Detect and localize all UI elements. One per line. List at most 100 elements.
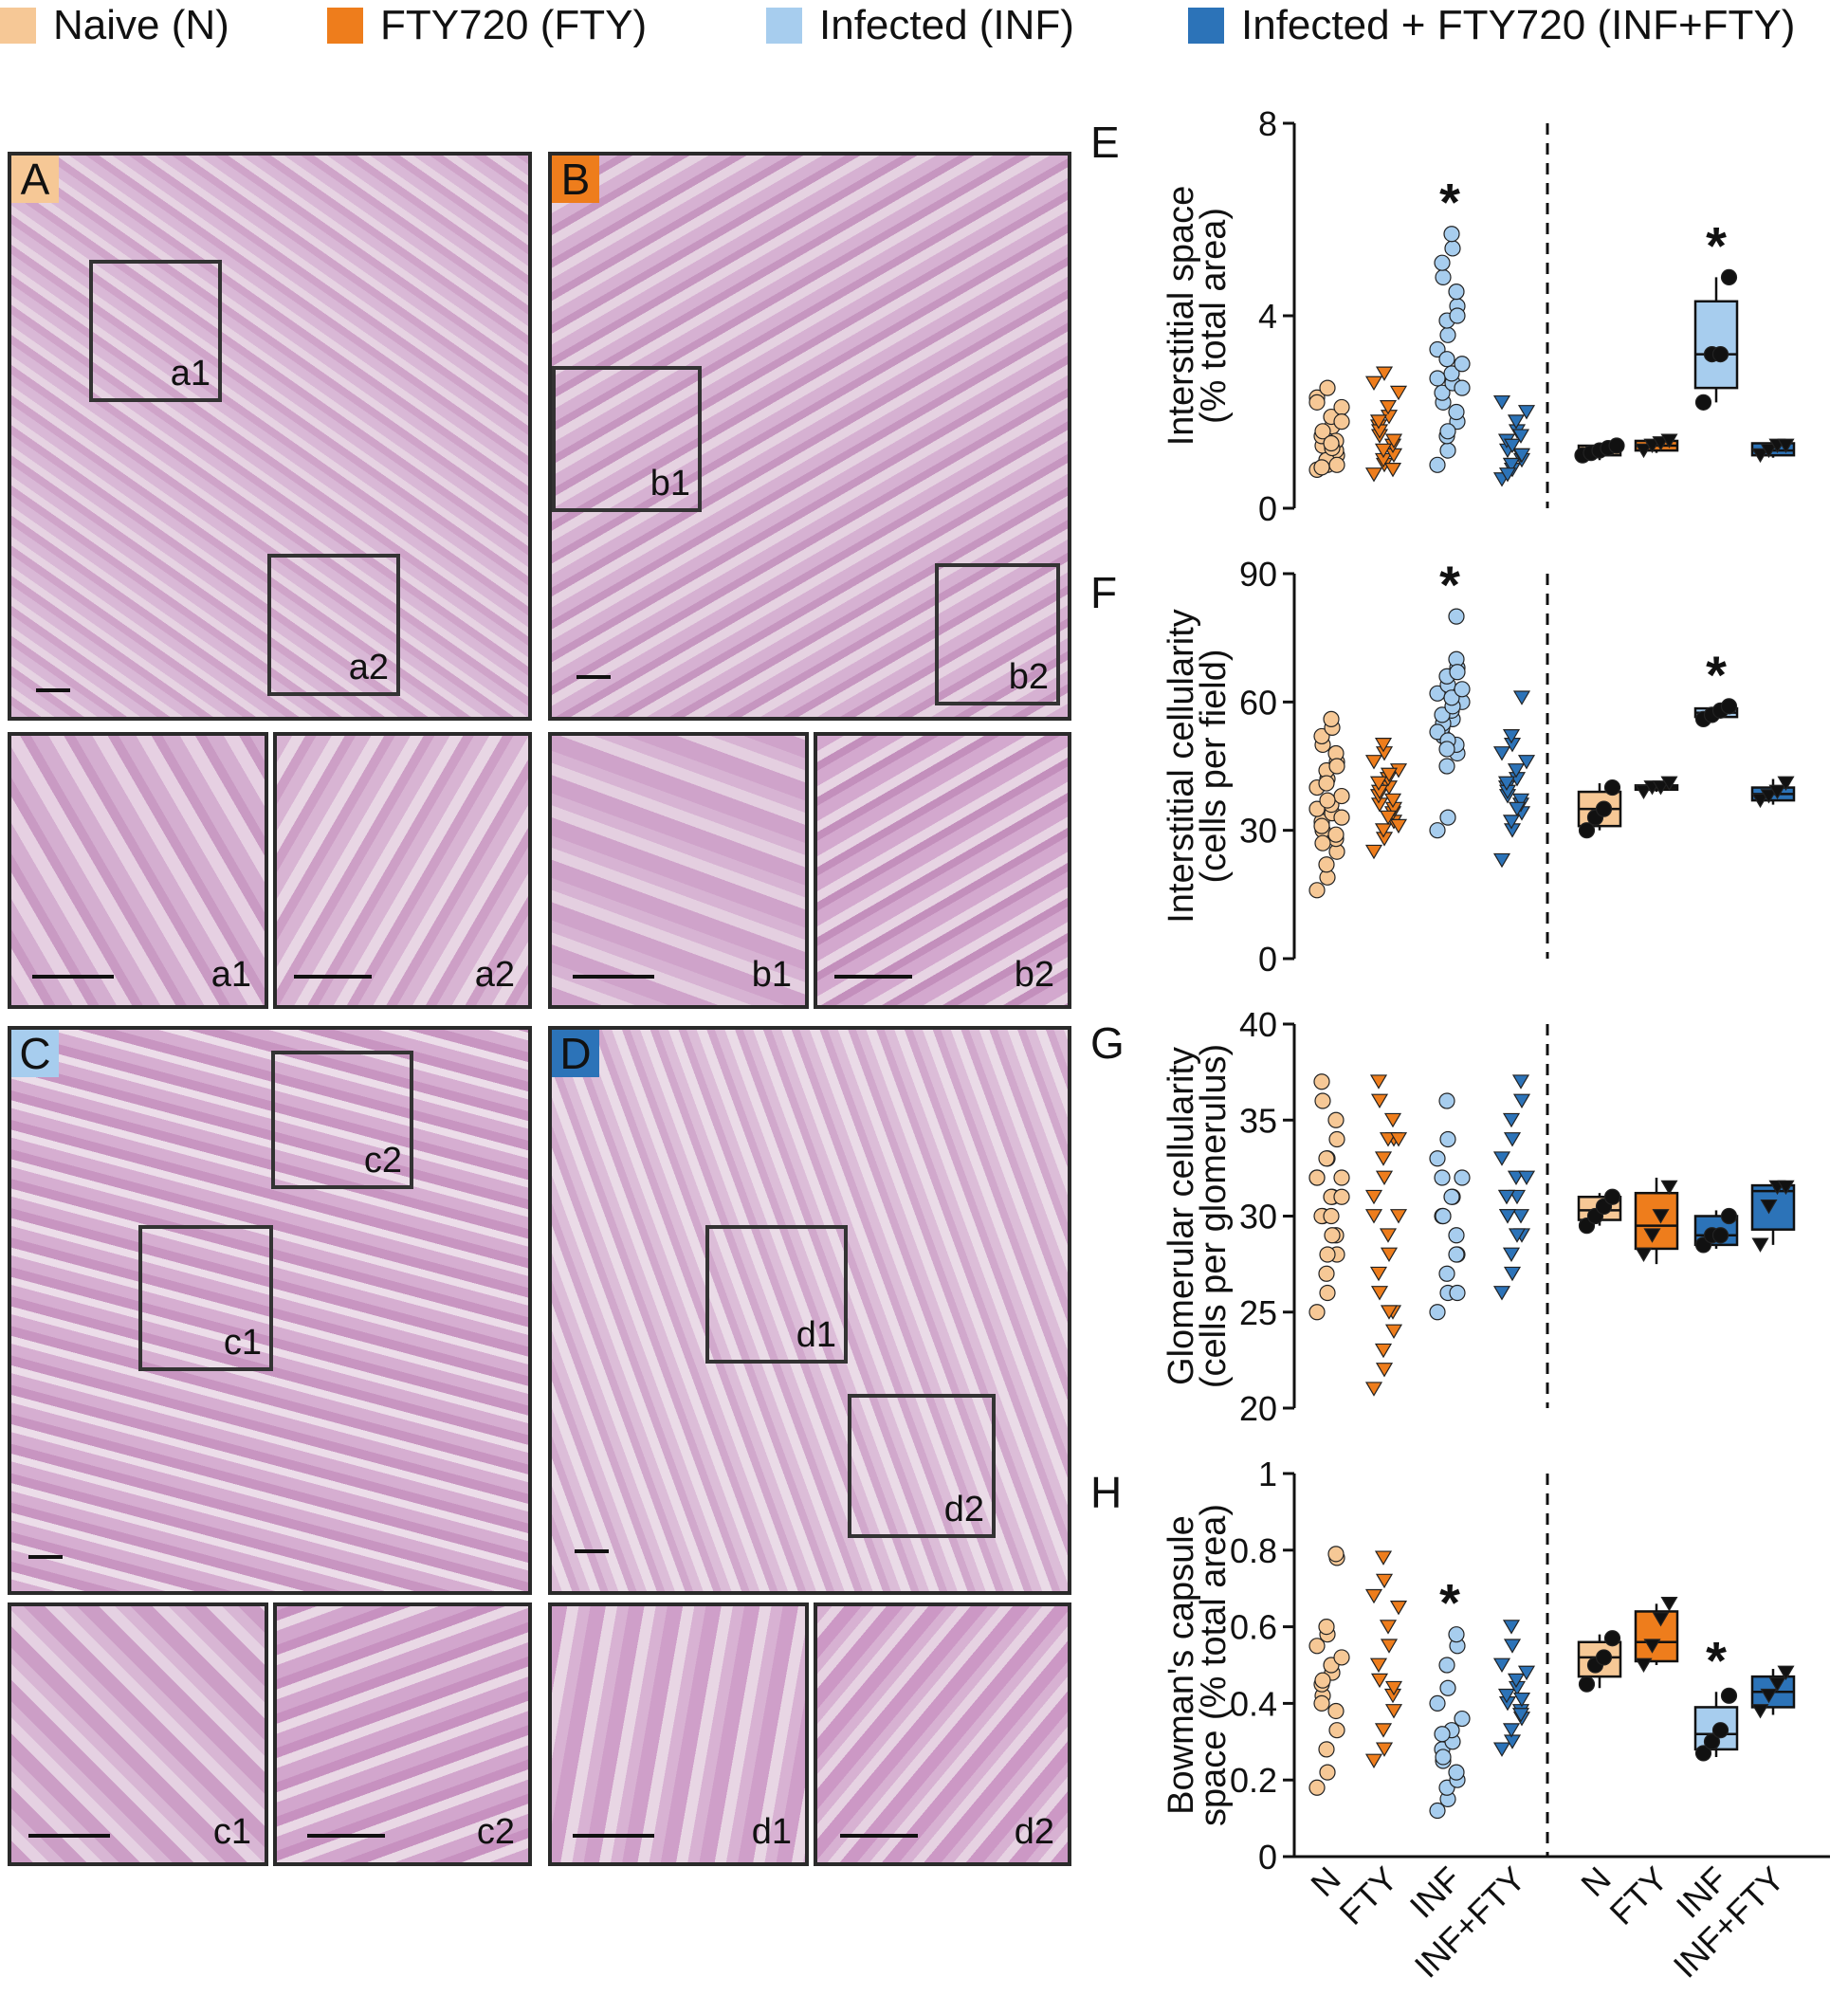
- box-data-point: [1578, 822, 1596, 839]
- data-point: [1511, 429, 1530, 444]
- micrograph-inset-a1: a1: [8, 732, 268, 1009]
- data-point: [1512, 448, 1531, 464]
- box-data-point: [1660, 433, 1678, 449]
- box-data-point: [1777, 438, 1795, 454]
- y-tick-label: 0.6: [1230, 1608, 1277, 1647]
- micrograph-panel-c: C c2 c1: [8, 1026, 532, 1595]
- panel-letter-c: C: [11, 1030, 59, 1078]
- tissue-texture: [817, 736, 1068, 1005]
- data-point: [1511, 793, 1530, 809]
- data-point: [1374, 823, 1393, 838]
- data-point: [1439, 326, 1456, 343]
- data-point: [1318, 775, 1335, 792]
- inset-label-d1: d1: [796, 1315, 836, 1355]
- data-point: [1511, 1708, 1530, 1723]
- y-tick-label: 0: [1258, 489, 1277, 528]
- data-point: [1507, 1170, 1526, 1185]
- micrograph-inset-c2: c2: [273, 1602, 532, 1866]
- box-data-point: [1760, 1199, 1778, 1215]
- panel-letter-g: G: [1090, 1018, 1125, 1068]
- inset-box-a2: a2: [267, 554, 400, 696]
- box-data-point: [1711, 346, 1729, 363]
- data-point: [1333, 1649, 1350, 1666]
- data-point: [1502, 815, 1521, 830]
- tissue-texture: [552, 1030, 1068, 1591]
- box-data-point: [1703, 1733, 1721, 1750]
- data-point: [1502, 1247, 1521, 1262]
- data-point: [1384, 1680, 1403, 1696]
- data-point: [1380, 767, 1399, 783]
- data-point: [1512, 1093, 1531, 1108]
- data-point: [1364, 1209, 1383, 1224]
- data-point: [1379, 1228, 1398, 1243]
- data-point: [1389, 1209, 1408, 1224]
- data-point: [1328, 758, 1345, 775]
- data-point: [1492, 1286, 1511, 1301]
- box-data-point: [1768, 1676, 1786, 1693]
- data-point: [1497, 776, 1516, 792]
- inset-box-b2: b2: [935, 563, 1060, 705]
- y-axis-label: Interstitial space: [1162, 186, 1201, 447]
- significance-star: *: [1439, 555, 1460, 614]
- micrograph-panel-d: D d1 d2: [548, 1026, 1071, 1595]
- data-point: [1314, 1092, 1331, 1109]
- inset-label-d2: d2: [943, 1490, 984, 1529]
- data-point: [1375, 366, 1394, 381]
- inset-label-c2: c2: [363, 1141, 402, 1181]
- data-point: [1319, 1246, 1336, 1263]
- data-point: [1444, 240, 1461, 257]
- figure-legend: Naive (N) FTY720 (FTY) Infected (INF) In…: [0, 0, 1848, 66]
- tissue-texture: [277, 736, 528, 1005]
- box-data-point: [1777, 1665, 1795, 1681]
- data-point: [1492, 1151, 1511, 1166]
- data-point: [1492, 746, 1511, 761]
- y-axis-label: Glomerular cellularity: [1162, 1047, 1201, 1385]
- data-point: [1429, 1304, 1446, 1321]
- y-tick-label: 90: [1239, 555, 1277, 594]
- box-data-point: [1660, 1180, 1678, 1196]
- y-axis-label: (cells per field): [1194, 649, 1234, 883]
- data-point: [1492, 1657, 1511, 1673]
- legend-swatch-fty: [327, 8, 363, 44]
- box-data-point: [1720, 1687, 1738, 1704]
- data-point: [1512, 690, 1531, 705]
- inset-sub-label-d1: d1: [751, 1812, 792, 1852]
- data-point: [1438, 1092, 1455, 1109]
- inset-label-a1: a1: [170, 354, 210, 394]
- data-point: [1370, 1286, 1389, 1301]
- data-point: [1314, 423, 1331, 440]
- data-point: [1384, 1324, 1403, 1339]
- y-tick-label: 0: [1258, 940, 1277, 979]
- box-data-point: [1578, 1676, 1596, 1693]
- scale-bar: [575, 1549, 609, 1553]
- data-point: [1507, 414, 1526, 430]
- data-point: [1308, 800, 1326, 817]
- box-data-point: [1660, 776, 1678, 792]
- data-point: [1369, 1074, 1388, 1090]
- micrograph-panel-a: A a1 a2: [8, 152, 532, 721]
- data-point: [1508, 1228, 1527, 1243]
- significance-star: *: [1706, 645, 1727, 705]
- data-point: [1383, 793, 1402, 809]
- data-point: [1313, 1694, 1330, 1712]
- y-axis-label: space (% total area): [1194, 1504, 1234, 1826]
- data-point: [1319, 792, 1336, 809]
- data-point: [1328, 1722, 1345, 1739]
- data-point: [1438, 741, 1455, 758]
- data-point: [1333, 787, 1350, 805]
- box-data-point: [1603, 1188, 1621, 1205]
- y-axis-label: (% total area): [1194, 208, 1234, 424]
- data-point: [1492, 1742, 1511, 1757]
- data-point: [1503, 1639, 1522, 1654]
- data-point: [1389, 1132, 1408, 1147]
- data-point: [1502, 1112, 1521, 1128]
- scale-bar: [294, 975, 372, 979]
- box-data-point: [1694, 394, 1712, 411]
- panel-letter-f: F: [1090, 568, 1117, 617]
- data-point: [1498, 1209, 1517, 1224]
- data-point: [1502, 1723, 1521, 1738]
- data-point: [1511, 1209, 1530, 1224]
- legend-swatch-naive: [0, 8, 36, 44]
- data-point: [1323, 710, 1340, 727]
- data-point: [1434, 384, 1451, 401]
